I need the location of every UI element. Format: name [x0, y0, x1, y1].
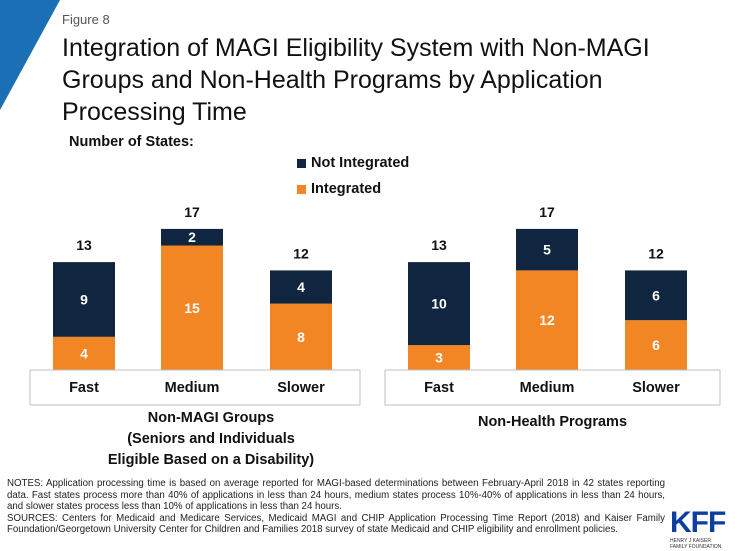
- data-label-not-integrated-0-1: 2: [188, 229, 196, 245]
- data-label-not-integrated-1-0: 10: [431, 296, 447, 312]
- legend-swatch-not-integrated: [297, 158, 306, 168]
- figure-label: Figure 8: [62, 12, 110, 27]
- legend-label-integrated: Integrated: [311, 181, 382, 197]
- bar-integrated-0-2: [270, 303, 332, 370]
- bar-integrated-1-0: [408, 345, 470, 370]
- total-label-0-0: 13: [76, 237, 92, 253]
- bar-not-integrated-1-0: [408, 262, 470, 346]
- group-label-non-health: Non-Health Programs: [385, 412, 720, 433]
- chart-title: Integration of MAGI Eligibility System w…: [62, 34, 650, 126]
- legend-item-integrated: Integrated: [297, 176, 409, 202]
- bar-not-integrated-1-1: [516, 228, 578, 271]
- data-label-integrated-0-0: 4: [80, 345, 88, 361]
- sources-text: SOURCES: Centers for Medicaid and Medica…: [7, 512, 665, 536]
- total-label-1-2: 12: [648, 245, 664, 261]
- total-label-0-1: 17: [184, 204, 200, 220]
- footnotes: NOTES: Application processing time is ba…: [7, 478, 665, 536]
- category-label-0-0: Fast: [69, 380, 99, 396]
- kff-logo: KFF HENRY J KAISER FAMILY FOUNDATION: [670, 506, 728, 551]
- group-label-non-magi-line-1: Non-MAGI Groups: [147, 410, 275, 426]
- data-label-integrated-0-1: 15: [184, 300, 200, 316]
- group-label-non-magi-line-3: Eligible Based on a Disability): [107, 452, 315, 468]
- data-label-not-integrated-0-0: 9: [80, 291, 88, 307]
- legend: Not Integrated Integrated: [297, 150, 409, 202]
- group-label-non-magi-line-2: (Seniors and Individuals: [127, 431, 295, 447]
- category-label-0-2: Slower: [277, 380, 325, 396]
- category-label-1-1: Medium: [520, 380, 575, 396]
- bar-integrated-1-2: [625, 320, 687, 370]
- bar-not-integrated-0-1: [161, 228, 223, 246]
- data-label-not-integrated-0-2: 4: [297, 279, 305, 295]
- legend-item-not-integrated: Not Integrated: [297, 150, 409, 176]
- legend-label-not-integrated: Not Integrated: [311, 155, 410, 171]
- number-of-states-label: Number of States:: [69, 134, 194, 150]
- group-label-non-health-line-1: Non-Health Programs: [477, 414, 628, 430]
- bar-integrated-0-1: [161, 245, 223, 370]
- bar-not-integrated-0-0: [53, 262, 115, 337]
- bar-integrated-1-1: [516, 270, 578, 370]
- kff-logo-text: KFF: [670, 506, 726, 539]
- group-label-non-magi: Non-MAGI Groups (Seniors and Individuals…: [30, 408, 392, 471]
- legend-swatch-integrated: [297, 184, 306, 194]
- data-label-not-integrated-1-2: 6: [652, 287, 660, 303]
- data-label-integrated-1-0: 3: [435, 350, 443, 366]
- total-label-0-2: 12: [293, 245, 309, 261]
- category-label-1-2: Slower: [632, 380, 680, 396]
- bar-integrated-0-0: [53, 336, 115, 370]
- data-label-not-integrated-1-1: 5: [543, 242, 551, 258]
- bar-not-integrated-1-2: [625, 270, 687, 321]
- total-label-1-1: 17: [539, 204, 555, 220]
- corner-accent-triangle: [0, 0, 60, 110]
- data-label-integrated-0-2: 8: [297, 329, 305, 345]
- data-label-integrated-1-2: 6: [652, 337, 660, 353]
- bar-not-integrated-0-2: [270, 270, 332, 304]
- kff-logo-subtext: HENRY J KAISER FAMILY FOUNDATION: [670, 538, 722, 550]
- total-label-1-0: 13: [431, 237, 447, 253]
- notes-text: NOTES: Application processing time is ba…: [7, 478, 665, 513]
- category-label-1-0: Fast: [424, 380, 454, 396]
- data-label-integrated-1-1: 12: [539, 312, 555, 328]
- category-label-0-1: Medium: [165, 380, 220, 396]
